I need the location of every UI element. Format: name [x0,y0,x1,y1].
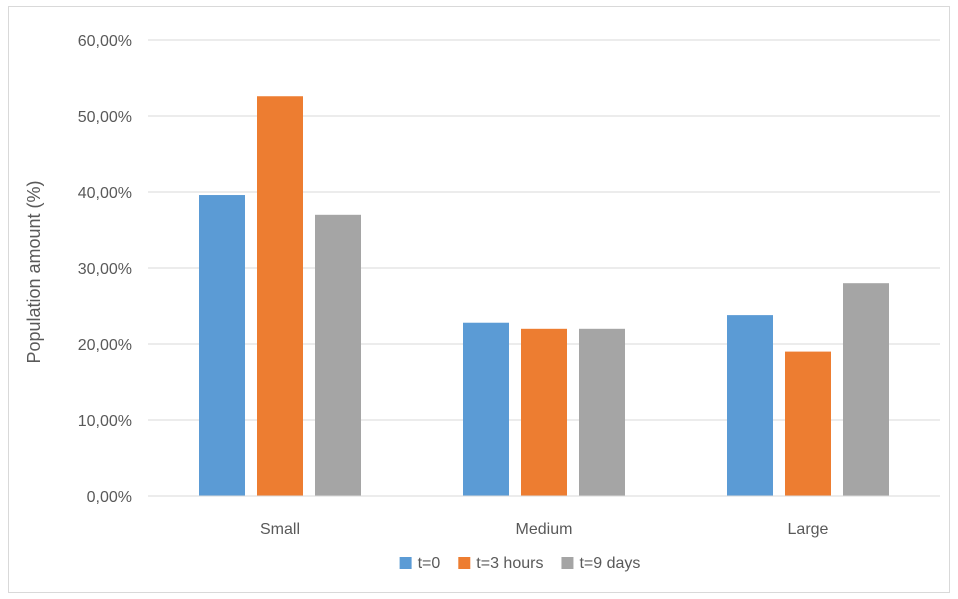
y-tick-label: 10,00% [78,413,132,430]
x-category-label: Medium [516,521,573,538]
legend-label: t=9 days [579,555,640,572]
x-axis-categories: Small Medium Large [260,521,829,538]
legend-label: t=3 hours [476,555,543,572]
y-tick-label: 40,00% [78,185,132,202]
bar-large-1 [785,352,831,496]
legend-swatch [400,557,412,569]
bar-small-0 [199,195,245,496]
y-axis-ticks: 0,00% 10,00% 20,00% 30,00% 40,00% 50,00% 60,00… [78,33,132,506]
y-tick-label: 50,00% [78,109,132,126]
bar-medium-0 [463,323,509,496]
x-category-label: Small [260,521,300,538]
bar-large-0 [727,315,773,496]
bar-medium-1 [521,329,567,496]
y-tick-label: 0,00% [87,489,132,506]
y-axis-title: Population amount (%) [24,180,44,363]
x-category-label: Large [788,521,829,538]
y-tick-label: 30,00% [78,261,132,278]
legend-label: t=0 [418,555,441,572]
y-tick-label: 20,00% [78,337,132,354]
y-tick-label: 60,00% [78,33,132,50]
legend: t=0 t=3 hours t=9 days [400,555,641,572]
bar-medium-2 [579,329,625,496]
bars [199,96,889,496]
legend-swatch [458,557,470,569]
legend-swatch [561,557,573,569]
bar-small-1 [257,96,303,496]
bar-large-2 [843,283,889,496]
bar-small-2 [315,215,361,496]
